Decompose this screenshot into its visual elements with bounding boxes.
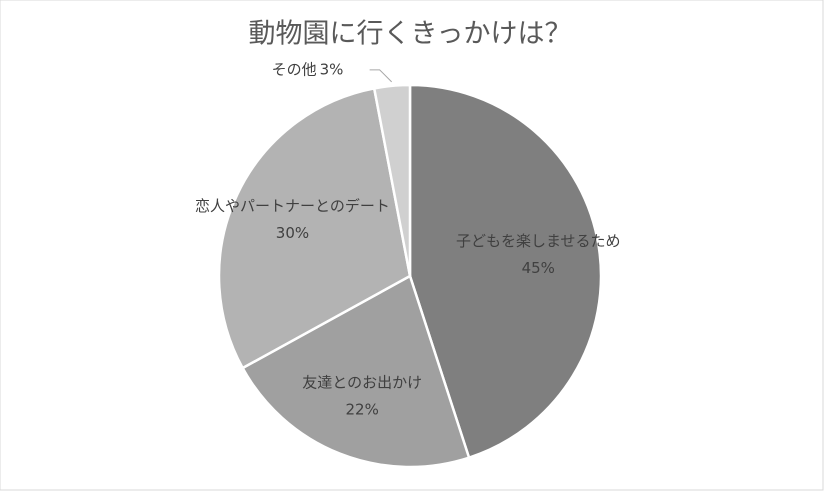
slice-label: その他: [272, 60, 317, 78]
pie-slice: [217, 86, 412, 370]
value-label: 30%: [276, 224, 309, 242]
labels: 子どもを楽しませるため 45% 友達とのお出かけ 22% 恋人やパートナーとのデート 30…: [195, 60, 621, 418]
slice-label: 恋人やパートナーとのデート: [195, 197, 390, 215]
slice-label: 友達とのお出かけ: [302, 373, 422, 391]
pie-slice: [240, 274, 471, 469]
value-label: 45%: [522, 259, 555, 277]
pie-slice: [408, 83, 603, 460]
pie-slice: [372, 83, 412, 277]
value-label: 3%: [320, 60, 344, 78]
slice-label: 子どもを楽しませるため: [456, 232, 621, 250]
value-label: 22%: [346, 400, 379, 418]
chart-title: 動物園に行くきっかけは？: [249, 19, 572, 50]
pie: [217, 83, 603, 469]
leader-line: [369, 69, 393, 83]
